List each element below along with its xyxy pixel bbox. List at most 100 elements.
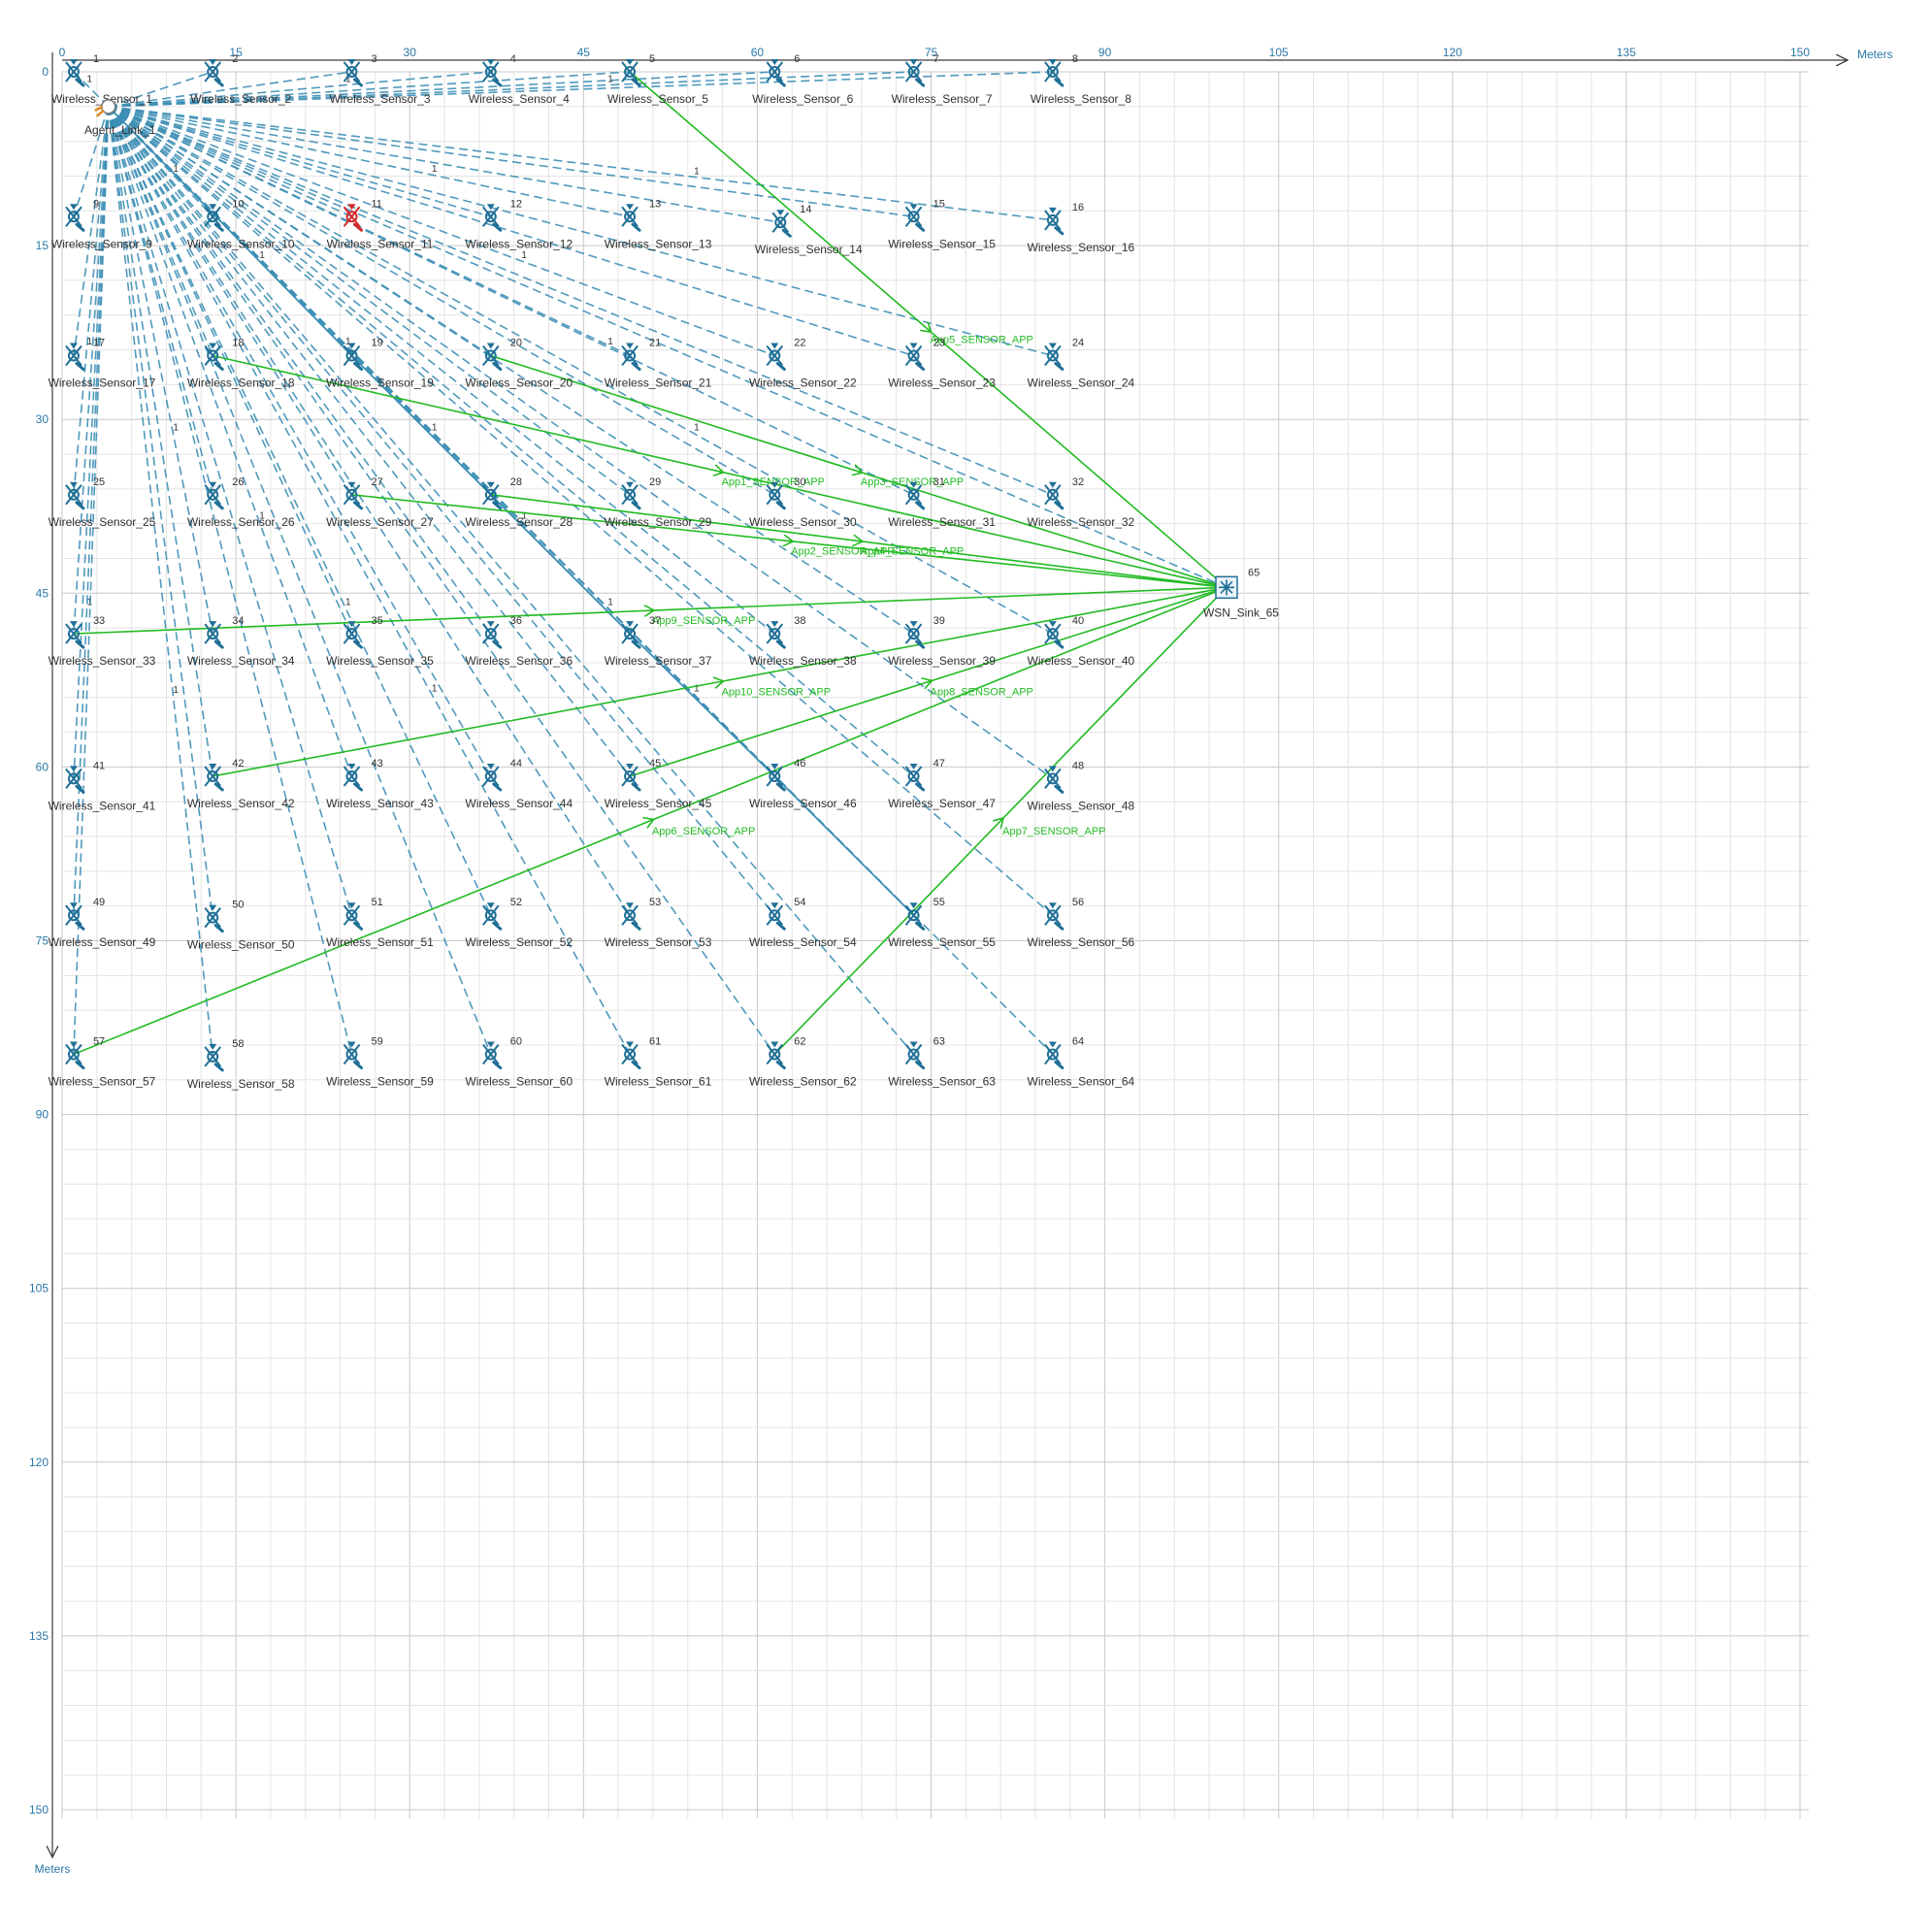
wireless-sensor[interactable]: 23 Wireless_Sensor_23 [888, 338, 996, 390]
wireless-sensor[interactable]: 8 Wireless_Sensor_8 [1031, 53, 1131, 106]
wireless-sensor[interactable]: 26 Wireless_Sensor_26 [187, 476, 295, 529]
wireless-sensor[interactable]: 46 Wireless_Sensor_46 [749, 758, 857, 810]
wireless-sensor[interactable]: 15 Wireless_Sensor_15 [888, 198, 996, 250]
wireless-sensor[interactable]: 63 Wireless_Sensor_63 [888, 1036, 996, 1089]
sensor-icon-antenna [69, 902, 78, 909]
sensor-icon-base [915, 222, 926, 232]
wireless-sensor[interactable]: 51 Wireless_Sensor_51 [326, 897, 434, 949]
wireless-sensor[interactable]: 47 Wireless_Sensor_47 [888, 758, 996, 810]
sensor-name: Wireless_Sensor_58 [187, 1077, 295, 1091]
sensor-icon-antenna [347, 621, 356, 628]
wireless-sensor[interactable]: 4 Wireless_Sensor_4 [469, 53, 570, 106]
sensor-id: 9 [93, 198, 99, 210]
link-hop-label: 1 [607, 337, 613, 347]
wireless-sensor[interactable]: 49 Wireless_Sensor_49 [49, 897, 156, 949]
wireless-sensor[interactable]: 36 Wireless_Sensor_36 [465, 615, 573, 668]
sensor-icon-arms [481, 904, 500, 926]
sensor-icon-base [492, 921, 503, 931]
wireless-sensor[interactable]: 57 Wireless_Sensor_57 [49, 1036, 156, 1089]
wireless-sensor[interactable]: 22 Wireless_Sensor_22 [749, 338, 857, 390]
wireless-sensor[interactable]: 25 Wireless_Sensor_25 [49, 476, 156, 529]
wireless-sensor[interactable]: 39 Wireless_Sensor_39 [888, 615, 996, 668]
wireless-sensor[interactable]: 18 Wireless_Sensor_18 [187, 338, 295, 390]
wireless-sensor[interactable]: 48 Wireless_Sensor_48 [1028, 760, 1135, 812]
wireless-sensor[interactable]: 1 Wireless_Sensor_1 [51, 53, 152, 106]
wireless-sensor[interactable]: 54 Wireless_Sensor_54 [749, 897, 857, 949]
wireless-sensor[interactable]: 11 Wireless_Sensor_11 [327, 198, 434, 250]
wireless-sensor[interactable]: 27 Wireless_Sensor_27 [326, 476, 434, 529]
wireless-sensor[interactable]: 53 Wireless_Sensor_53 [605, 897, 712, 949]
wireless-sensor[interactable]: 21 Wireless_Sensor_21 [605, 338, 712, 390]
wireless-sensor-icon [766, 1041, 786, 1070]
wireless-sensor[interactable]: 40 Wireless_Sensor_40 [1028, 615, 1135, 668]
wireless-sensor[interactable]: 35 Wireless_Sensor_35 [326, 615, 434, 668]
wireless-sensor[interactable]: 43 Wireless_Sensor_43 [326, 758, 434, 810]
sensor-name: Wireless_Sensor_30 [749, 515, 857, 529]
wireless-sensor[interactable]: 10 Wireless_Sensor_10 [187, 198, 295, 250]
wireless-sensor[interactable]: 14 Wireless_Sensor_14 [755, 204, 863, 256]
agent-link [73, 106, 110, 779]
wireless-sensor[interactable]: 2 Wireless_Sensor_2 [190, 53, 291, 106]
wireless-sensor[interactable]: 62 Wireless_Sensor_62 [749, 1036, 857, 1089]
sensor-name: Wireless_Sensor_22 [749, 377, 857, 390]
wireless-sensor[interactable]: 19 Wireless_Sensor_19 [326, 338, 434, 390]
wireless-sensor-icon [65, 204, 85, 232]
wireless-sensor[interactable]: 13 Wireless_Sensor_13 [605, 198, 712, 250]
wireless-sensor[interactable]: 32 Wireless_Sensor_32 [1028, 476, 1135, 529]
sensor-icon-antenna [909, 343, 918, 349]
sensor-name: Wireless_Sensor_51 [326, 935, 434, 949]
wireless-sensor[interactable]: 24 Wireless_Sensor_24 [1028, 338, 1135, 390]
app-flow-label: App6_SENSOR_APP [652, 826, 755, 837]
wireless-sensor[interactable]: 28 Wireless_Sensor_28 [465, 476, 573, 529]
wireless-sensor[interactable]: 60 Wireless_Sensor_60 [465, 1036, 573, 1089]
wireless-sensor-icon [343, 481, 363, 510]
wireless-sensor-icon [621, 621, 641, 649]
wireless-sensor[interactable]: 20 Wireless_Sensor_20 [465, 338, 573, 390]
wireless-sensor[interactable]: 9 Wireless_Sensor_9 [51, 198, 152, 250]
wireless-sensor[interactable]: 58 Wireless_Sensor_58 [187, 1038, 295, 1091]
wireless-sensor[interactable]: 52 Wireless_Sensor_52 [465, 897, 573, 949]
sensor-icon-base [353, 639, 363, 649]
wireless-sensor[interactable]: 29 Wireless_Sensor_29 [605, 476, 712, 529]
wsn-sink-device[interactable]: 65 WSN_Sink_65 [1203, 567, 1279, 619]
wireless-sensor[interactable]: 56 Wireless_Sensor_56 [1028, 897, 1135, 949]
wireless-sensor[interactable]: 31 Wireless_Sensor_31 [888, 476, 996, 529]
wireless-sensor[interactable]: 50 Wireless_Sensor_50 [187, 900, 295, 952]
wireless-sensor[interactable]: 30 Wireless_Sensor_30 [749, 476, 857, 529]
wireless-sensor[interactable]: 64 Wireless_Sensor_64 [1028, 1036, 1135, 1089]
wireless-sensor[interactable]: 41 Wireless_Sensor_41 [49, 760, 156, 812]
agent-link-device[interactable]: Agent_Link_1 [84, 99, 156, 137]
wireless-sensor[interactable]: 34 Wireless_Sensor_34 [187, 615, 295, 668]
agent-name: Agent_Link_1 [84, 123, 156, 137]
sensor-icon-base [631, 782, 641, 792]
sensor-icon-base [1054, 362, 1064, 372]
wireless-sensor[interactable]: 12 Wireless_Sensor_12 [465, 198, 573, 250]
wireless-sensor[interactable]: 42 Wireless_Sensor_42 [187, 758, 295, 810]
sensor-icon-arms [481, 61, 500, 82]
wireless-sensor[interactable]: 5 Wireless_Sensor_5 [607, 53, 708, 106]
wireless-sensor[interactable]: 45 Wireless_Sensor_45 [605, 758, 712, 810]
wireless-sensor[interactable]: 6 Wireless_Sensor_6 [752, 53, 853, 106]
wireless-sensor[interactable]: 44 Wireless_Sensor_44 [465, 758, 573, 810]
sensor-name: Wireless_Sensor_56 [1028, 935, 1135, 949]
sensor-icon-base [1054, 784, 1064, 794]
sensor-name: Wireless_Sensor_8 [1031, 92, 1131, 106]
wireless-sensor[interactable]: 3 Wireless_Sensor_3 [329, 53, 430, 106]
wireless-sensor[interactable]: 16 Wireless_Sensor_16 [1028, 202, 1135, 254]
agent-link [108, 106, 631, 916]
sensor-icon-core [1046, 66, 1059, 78]
wireless-sensor[interactable]: 7 Wireless_Sensor_7 [892, 53, 993, 106]
wireless-sensor[interactable]: 61 Wireless_Sensor_61 [605, 1036, 712, 1089]
sensor-icon-core [67, 66, 80, 78]
wireless-sensor[interactable]: 37 Wireless_Sensor_37 [605, 615, 712, 668]
sensor-name: Wireless_Sensor_28 [465, 515, 573, 529]
wireless-sensor[interactable]: 17 Wireless_Sensor_17 [49, 338, 156, 390]
wireless-sensor[interactable]: 33 Wireless_Sensor_33 [49, 615, 156, 668]
agent-link [108, 106, 915, 635]
wireless-sensor[interactable]: 55 Wireless_Sensor_55 [888, 897, 996, 949]
wireless-sensor[interactable]: 38 Wireless_Sensor_38 [749, 615, 857, 668]
wireless-sensor[interactable]: 59 Wireless_Sensor_59 [326, 1036, 434, 1089]
sensor-icon-antenna [770, 1041, 779, 1048]
